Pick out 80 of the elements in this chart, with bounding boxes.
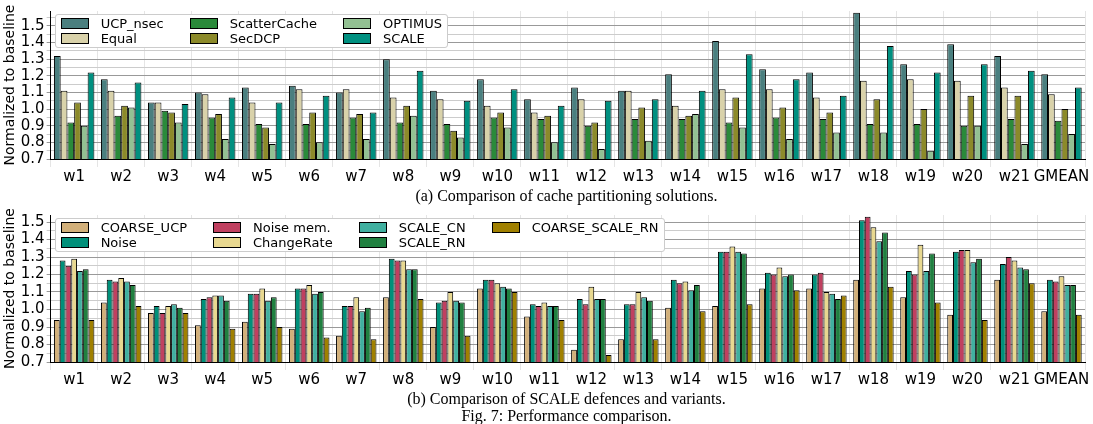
x-tick-label: w1 [63,369,86,388]
x-tick-label: w8 [392,166,415,185]
legend-label: COARSE_UCP [100,220,188,235]
x-tick-label: w13 [622,166,655,185]
x-tick-label: w17 [810,369,843,388]
text: (b) Comparison of SCALE defences and variants. [406,390,727,407]
x-tick-label: w16 [763,369,796,388]
y-tick-label: 0.9 [20,316,45,335]
y-tick-label: 1.2 [20,264,45,283]
legend-label: OPTIMUS [383,16,442,31]
y-axis-title: Normalized to baseline [1,4,18,166]
x-tick-label: w7 [345,166,368,185]
legend-label: Noise mem. [253,220,331,235]
legend-label: SCALE [383,31,425,46]
x-tick-label: w7 [345,369,368,388]
legend-label: ScatterCache [229,16,318,31]
x-tick-label: w12 [575,166,608,185]
y-tick-label: 1.1 [20,281,45,300]
x-tick-label: w4 [204,369,227,388]
legend-label: COARSE_SCALE_RN [531,220,659,235]
x-tick-label: w2 [110,369,133,388]
y-tick-label: 1.3 [20,49,45,68]
x-tick-label: w18 [857,369,890,388]
x-tick-label: w5 [251,166,274,185]
x-tick-label: w10 [481,369,513,388]
y-tick-label: 1.5 [20,211,45,230]
x-tick-label: w13 [622,369,655,388]
x-tick-label: w2 [110,166,133,185]
x-tick-label: w9 [439,369,462,388]
y-tick-label: 1.4 [20,229,45,248]
x-tick-label: w14 [669,166,702,185]
x-tick-label: w1 [63,166,86,185]
x-tick-label: w14 [669,369,702,388]
x-tick-label: w21 [998,369,1031,388]
legend-label: Noise [100,235,137,250]
legend-label: ChangeRate [253,235,333,250]
y-tick-label: 0.7 [20,351,45,370]
x-tick-label: w9 [439,166,462,185]
y-tick-label: 0.7 [20,148,45,167]
x-tick-label: w19 [904,369,937,388]
y-tick-label: 1.1 [20,82,45,101]
x-tick-label: w16 [763,166,796,185]
legend-label: SCALE_CN [398,220,466,235]
x-tick-label: w6 [298,369,321,388]
x-tick-label: w3 [157,166,180,185]
x-tick-label: w4 [204,166,227,185]
y-tick-label: 1.0 [20,99,45,117]
x-tick-label: w15 [716,369,749,388]
y-tick-label: 1.3 [20,246,45,265]
text: (a) Comparison of cache partitioning solutions. [414,187,719,204]
y-tick-label: 1.4 [20,32,45,51]
x-tick-label: w20 [951,166,984,185]
y-tick-label: 1.0 [20,299,45,318]
x-tick-label: w15 [716,166,749,185]
legend-label: Equal [100,31,137,46]
x-tick-label: w17 [810,166,843,185]
x-tick-label: w10 [481,166,513,185]
y-tick-label: 1.5 [20,15,45,34]
x-tick-label: w5 [251,369,274,388]
x-tick-label: w11 [528,166,560,185]
x-tick-label: w19 [904,166,937,185]
x-tick-label: w11 [528,369,560,388]
x-tick-label: w20 [951,369,984,388]
caption: Fig. 7: Performance comparison. [461,407,673,424]
legend-label: SecDCP [229,31,281,46]
x-tick-label: w6 [298,166,321,185]
legend-label: SCALE_RN [398,235,466,250]
x-tick-label: w18 [857,166,890,185]
y-tick-label: 0.8 [20,334,45,353]
y-tick-label: 1.2 [20,65,45,84]
x-tick-label: w8 [392,369,415,388]
x-tick-label: w3 [157,369,180,388]
legend-label: UCP_nsec [100,16,164,31]
y-tick-label: 0.8 [20,132,45,151]
y-tick-label: 0.9 [20,115,45,134]
x-tick-label: GMEAN [1033,166,1090,185]
x-tick-label: w12 [575,369,608,388]
x-tick-label: w21 [998,166,1031,185]
x-tick-label: GMEAN [1033,369,1090,388]
y-axis-title: Normalized to baseline [1,208,18,369]
